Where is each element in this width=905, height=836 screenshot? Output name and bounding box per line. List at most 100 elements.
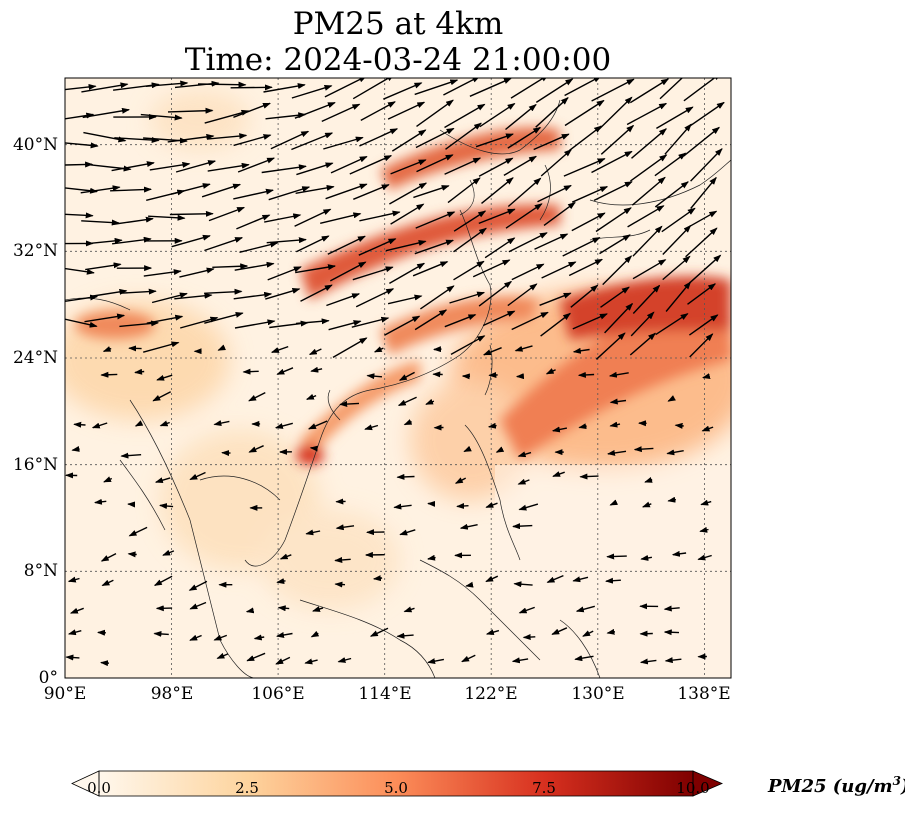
wind-arrow bbox=[167, 107, 214, 114]
wind-arrow bbox=[230, 84, 273, 91]
wind-arrow bbox=[239, 241, 279, 253]
wind-arrow bbox=[268, 186, 311, 201]
wind-arrow bbox=[485, 502, 498, 508]
wind-arrow bbox=[598, 96, 633, 131]
wind-arrow bbox=[513, 581, 533, 588]
wind-arrow bbox=[551, 426, 568, 433]
wind-arrow bbox=[339, 401, 360, 408]
wind-arrow bbox=[609, 398, 627, 405]
wind-arrow bbox=[291, 132, 334, 151]
wind-arrow bbox=[575, 605, 595, 613]
wind-arrow bbox=[403, 419, 413, 426]
wind-arrow bbox=[517, 451, 532, 458]
wind-arrow bbox=[568, 258, 603, 277]
wind-arrow bbox=[372, 575, 383, 582]
wind-arrow bbox=[690, 148, 723, 182]
colorbar-tick-0: 0.0 bbox=[87, 779, 111, 797]
wind-arrow bbox=[327, 235, 366, 255]
wind-arrow bbox=[326, 293, 361, 307]
wind-arrow bbox=[461, 654, 476, 663]
wind-arrow bbox=[577, 371, 595, 378]
wind-arrow bbox=[507, 177, 542, 208]
map-subtitle-time: Time: 2024-03-24 21:00:00 bbox=[184, 42, 612, 78]
wind-arrow bbox=[607, 449, 627, 456]
wind-arrow bbox=[270, 345, 289, 353]
wind-arrow bbox=[248, 391, 266, 402]
wind-arrow bbox=[564, 78, 602, 97]
wind-arrow bbox=[216, 652, 229, 660]
wind-arrow bbox=[631, 176, 666, 206]
wind-arrow bbox=[295, 318, 330, 325]
wind-arrow bbox=[640, 554, 653, 561]
wind-arrow bbox=[65, 654, 80, 661]
wind-arrow bbox=[276, 578, 286, 585]
wind-arrow bbox=[685, 101, 725, 130]
wind-arrow bbox=[355, 288, 395, 308]
wind-arrow bbox=[450, 335, 486, 356]
wind-arrow bbox=[207, 162, 250, 172]
wind-arrow bbox=[396, 632, 414, 639]
wind-arrow bbox=[294, 101, 336, 119]
wind-arrow bbox=[463, 445, 472, 453]
wind-arrow bbox=[197, 81, 247, 88]
wind-arrow bbox=[654, 152, 687, 177]
colorbar-tick-5: 5.0 bbox=[384, 779, 408, 797]
wind-arrow bbox=[167, 133, 215, 143]
wind-arrow bbox=[399, 529, 416, 536]
wind-arrow bbox=[65, 318, 98, 328]
wind-arrow bbox=[329, 261, 367, 282]
wind-arrow bbox=[533, 133, 570, 151]
wind-arrow bbox=[206, 133, 248, 140]
wind-arrow bbox=[631, 128, 667, 159]
wind-arrow bbox=[146, 314, 184, 324]
wind-arrow bbox=[632, 284, 661, 314]
wind-arrow bbox=[505, 103, 537, 131]
wind-arrow bbox=[279, 553, 292, 560]
map-frame bbox=[64, 77, 732, 679]
wind-arrow bbox=[265, 288, 301, 300]
wind-arrow bbox=[539, 292, 572, 306]
wind-arrow bbox=[535, 97, 569, 128]
wind-arrow bbox=[522, 634, 536, 641]
wind-arrow bbox=[149, 161, 191, 171]
wind-arrow bbox=[246, 652, 266, 662]
wind-arrow bbox=[65, 294, 99, 302]
wind-arrow bbox=[212, 263, 249, 270]
wind-arrow bbox=[153, 575, 173, 587]
wind-arrow bbox=[385, 239, 427, 252]
wind-arrow bbox=[397, 396, 417, 407]
wind-arrow bbox=[644, 477, 653, 483]
wind-arrow bbox=[510, 78, 549, 99]
wind-arrow bbox=[689, 333, 714, 358]
wind-arrow bbox=[572, 347, 590, 354]
wind-arrow bbox=[701, 425, 714, 432]
wind-arrow bbox=[101, 579, 114, 587]
wind-arrow bbox=[665, 281, 692, 312]
colorbar bbox=[71, 770, 724, 797]
wind-arrow bbox=[671, 550, 687, 557]
wind-arrow bbox=[217, 344, 227, 351]
wind-arrow bbox=[629, 332, 657, 356]
wind-arrow bbox=[156, 374, 173, 381]
wind-arrow bbox=[312, 606, 324, 612]
wind-arrow bbox=[305, 529, 321, 536]
wind-arrow bbox=[656, 106, 694, 130]
wind-arrow bbox=[425, 398, 435, 405]
wind-arrow bbox=[445, 122, 482, 150]
wind-arrow bbox=[507, 283, 538, 307]
wind-arrow bbox=[699, 526, 709, 533]
wind-arrow bbox=[65, 112, 95, 120]
wind-vectors bbox=[65, 78, 725, 667]
wind-arrow bbox=[213, 420, 230, 427]
wind-arrow bbox=[189, 471, 206, 481]
wind-arrow bbox=[85, 262, 122, 271]
wind-arrow bbox=[261, 164, 307, 174]
wind-arrow bbox=[383, 82, 423, 100]
wind-arrow bbox=[242, 368, 259, 375]
wind-arrow bbox=[602, 255, 633, 286]
wind-arrow bbox=[111, 216, 154, 226]
wind-arrow bbox=[352, 78, 395, 100]
wind-arrow bbox=[351, 316, 390, 328]
wind-arrow bbox=[415, 211, 456, 229]
wind-arrow bbox=[403, 606, 415, 613]
